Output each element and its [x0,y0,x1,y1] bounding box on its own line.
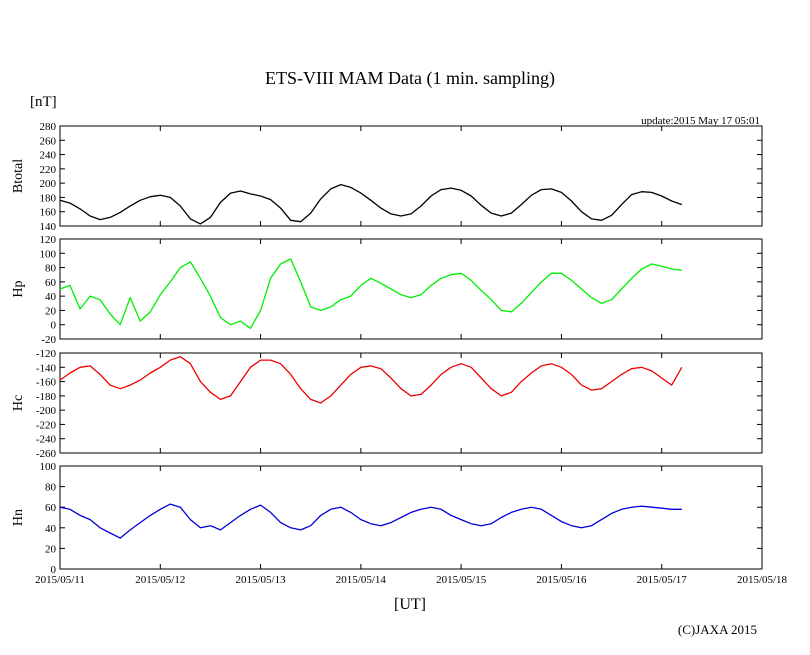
y-tick-label: 80 [45,263,57,275]
y-tick-label: -140 [36,362,57,374]
y-tick-label: 180 [40,192,57,204]
y-tick-label: 0 [51,564,57,576]
y-tick-label: -160 [36,377,57,389]
series-line-btotal [59,183,683,225]
x-tick-label: 2015/05/14 [336,574,387,586]
y-tick-label: 60 [45,277,57,289]
x-tick-label: 2015/05/16 [536,574,587,586]
y-tick-label: -200 [36,405,57,417]
y-tick-label: 220 [40,164,57,176]
y-tick-label: 100 [40,248,57,260]
x-tick-label: 2015/05/12 [135,574,185,586]
y-tick-label: 200 [40,178,57,190]
y-tick-label: 40 [45,291,57,303]
series-line-hn [59,503,682,539]
x-tick-label: 2015/05/11 [35,574,85,586]
y-tick-label: -260 [36,448,57,460]
panel-frame-hc [59,352,763,454]
y-tick-label: 260 [40,135,57,147]
y-tick-label: 160 [40,207,57,219]
y-tick-label: 100 [40,461,57,473]
y-axis-label-hp: Hp [11,280,26,297]
y-tick-label: -220 [36,419,57,431]
y-tick-label: 60 [45,502,57,514]
x-tick-label: 2015/05/15 [436,574,487,586]
unit-label: [nT] [30,94,57,110]
y-tick-label: -240 [36,434,57,446]
series-line-hc [59,355,683,404]
y-axis-label-hc: Hc [11,395,26,411]
x-tick-label: 2015/05/17 [637,574,688,586]
update-text: update:2015 May 17 05:01 [641,115,760,127]
y-axis-label-btotal: Btotal [11,159,26,193]
y-tick-label: 40 [45,523,57,535]
panel-frame-btotal [59,125,763,227]
y-tick-label: 0 [51,320,57,332]
y-tick-label: 20 [45,543,57,555]
panel-frame-hn [59,465,763,570]
y-tick-label: 140 [40,221,57,233]
y-tick-label: -120 [36,348,57,360]
chart-title: ETS-VIII MAM Data (1 min. sampling) [265,68,555,89]
y-tick-label: -180 [36,391,57,403]
y-tick-label: -20 [41,334,56,346]
y-axis-label-hn: Hn [11,509,26,526]
x-tick-label: 2015/05/18 [737,574,788,586]
y-tick-label: 20 [45,305,57,317]
copyright-text: (C)JAXA 2015 [678,622,757,637]
y-tick-label: 80 [45,482,57,494]
y-tick-label: 280 [40,121,57,133]
x-tick-label: 2015/05/13 [236,574,287,586]
series-line-hp [59,258,682,329]
y-tick-label: 240 [40,150,57,162]
y-tick-label: 120 [40,234,57,246]
x-axis-label: [UT] [394,596,426,613]
